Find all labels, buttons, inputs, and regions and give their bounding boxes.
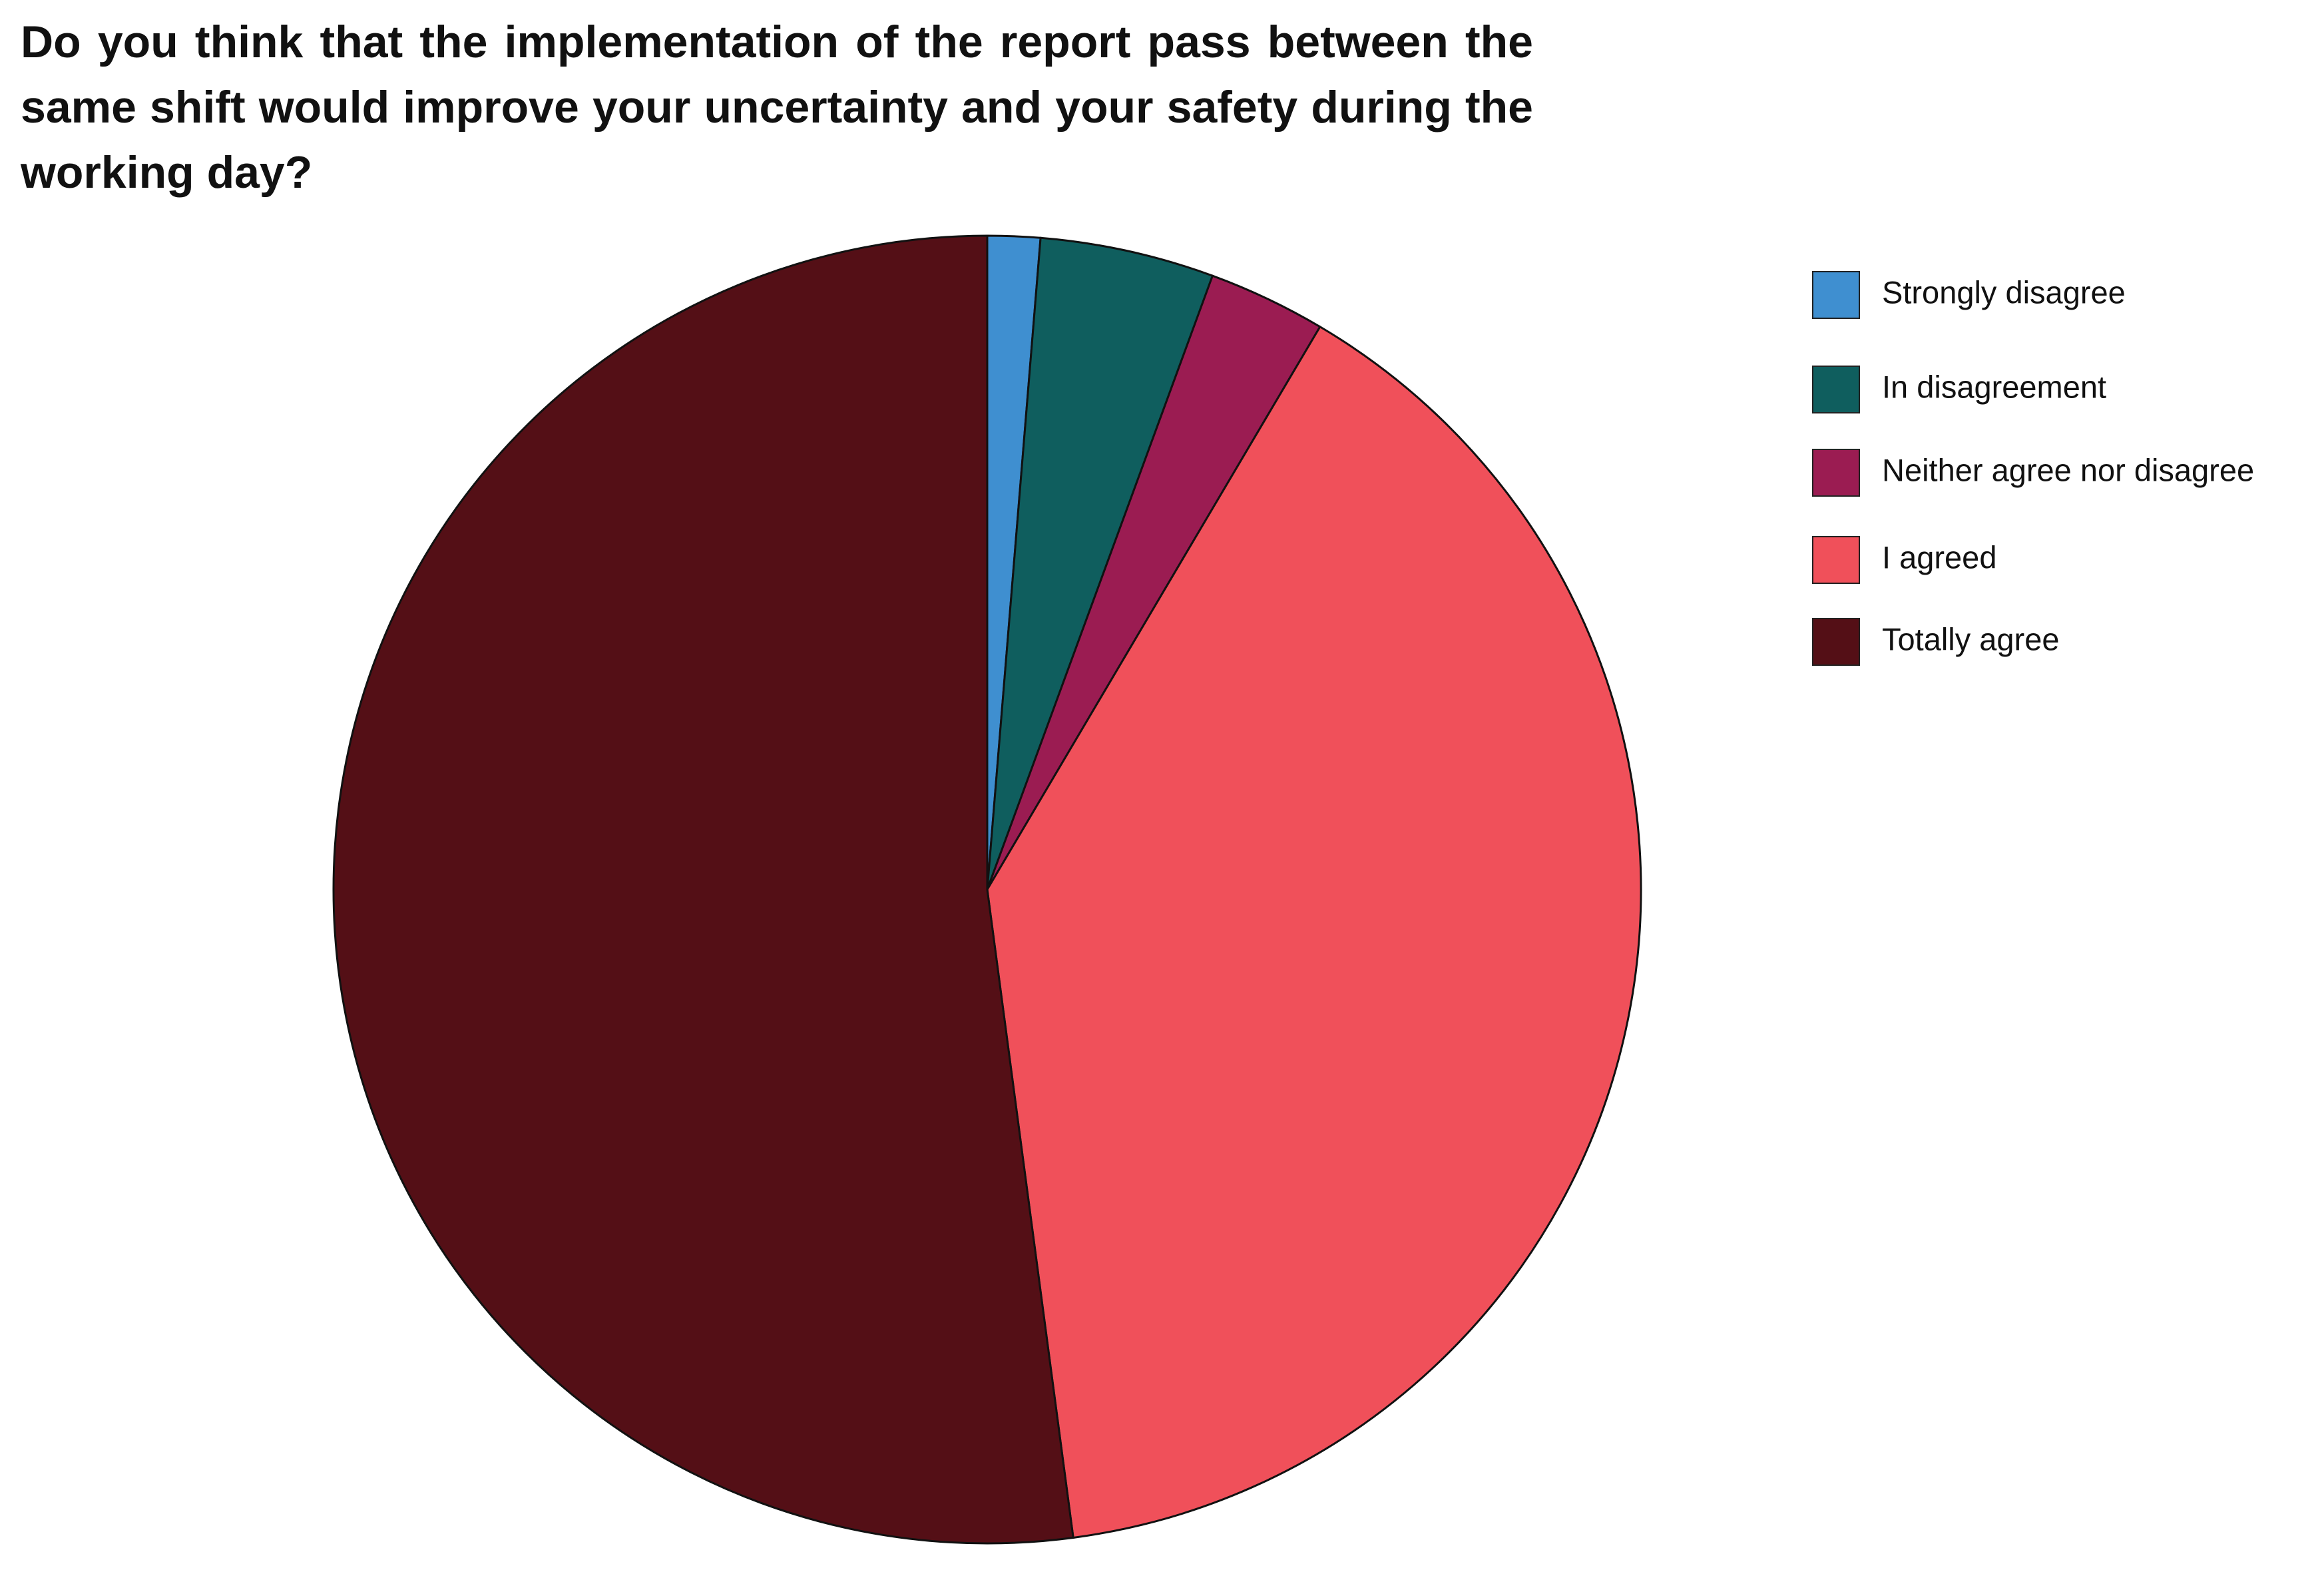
pie-slice bbox=[986, 325, 1642, 1539]
legend-label: I agreed bbox=[1882, 539, 1996, 575]
legend-swatch bbox=[1812, 271, 1860, 319]
legend-swatch bbox=[1812, 618, 1860, 666]
pie-slice bbox=[332, 234, 1074, 1545]
chart-title: Do you think that the implementation of … bbox=[21, 17, 1533, 198]
legend-label: In disagreement bbox=[1882, 369, 2106, 404]
legend-swatch bbox=[1812, 449, 1860, 497]
legend-label: Strongly disagree bbox=[1882, 274, 2126, 310]
pie-slice bbox=[986, 236, 1214, 890]
legend-swatch bbox=[1812, 366, 1860, 413]
legend-label: Totally agree bbox=[1882, 621, 2060, 656]
legend-swatch bbox=[1812, 536, 1860, 584]
legend-label: Neither agree nor disagree bbox=[1882, 452, 2254, 487]
